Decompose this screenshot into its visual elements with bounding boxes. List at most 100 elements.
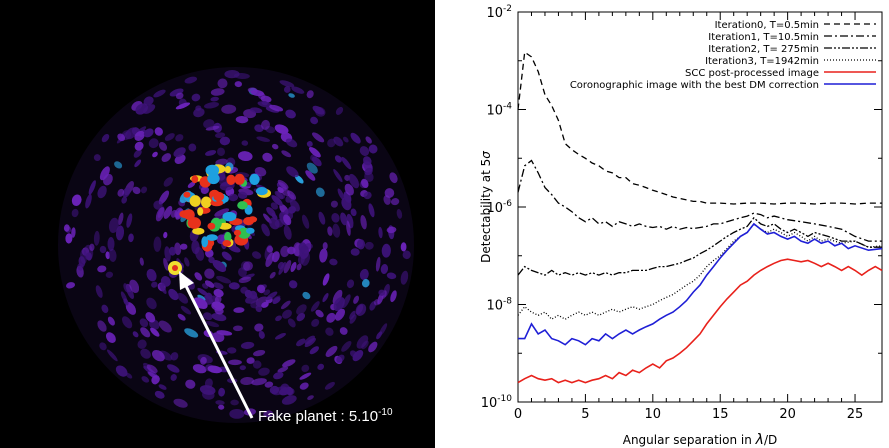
core-speckle	[218, 222, 232, 230]
axis-ticks	[517, 11, 882, 403]
speckle	[173, 398, 188, 408]
speckle	[134, 159, 142, 168]
speckle	[117, 188, 125, 197]
speckle	[164, 133, 175, 141]
speckle-image: Fake planet : 5.10-10	[58, 67, 414, 425]
speckle	[65, 233, 73, 244]
speckle	[208, 256, 215, 264]
y-tick-label: 10-10	[481, 394, 513, 411]
speckle	[375, 256, 381, 272]
speckle	[287, 318, 296, 328]
speckle	[107, 237, 115, 251]
core-speckle	[233, 229, 242, 236]
speckle	[285, 109, 296, 119]
speckle	[145, 312, 156, 323]
speckle	[229, 409, 245, 419]
speckle	[250, 107, 263, 114]
speckle	[200, 186, 210, 195]
speckle	[400, 242, 407, 252]
speckle	[133, 149, 142, 158]
speckle	[312, 132, 325, 143]
x-tick-label: 5	[581, 407, 589, 422]
speckle	[238, 276, 252, 284]
speckle	[340, 212, 348, 226]
speckle	[121, 196, 128, 204]
speckle	[254, 323, 264, 332]
speckle	[123, 298, 129, 306]
speckle	[210, 96, 219, 102]
speckle	[322, 242, 328, 250]
speckle	[280, 300, 291, 310]
y-tick-label: 10-4	[486, 102, 512, 119]
speckle	[277, 187, 284, 193]
series-line	[517, 258, 883, 384]
speckle	[271, 212, 278, 220]
speckle	[99, 245, 107, 254]
speckle	[265, 291, 278, 301]
speckle	[282, 359, 296, 368]
speckle	[204, 280, 215, 288]
speckle	[299, 382, 309, 390]
speckle	[243, 261, 253, 271]
core-speckle	[224, 231, 232, 243]
speckle	[134, 141, 144, 151]
speckle	[368, 203, 375, 218]
speckle	[228, 359, 242, 366]
speckle	[240, 341, 255, 349]
speckle	[368, 341, 378, 353]
speckle	[349, 314, 357, 324]
speckle	[214, 295, 222, 304]
speckle	[311, 318, 320, 327]
speckle	[153, 89, 166, 98]
series-line	[518, 222, 883, 346]
speckle	[283, 214, 292, 226]
core-speckle	[222, 240, 232, 247]
speckle	[140, 327, 151, 338]
speckle	[128, 233, 134, 243]
speckle	[290, 261, 297, 273]
speckle	[359, 268, 369, 281]
core-speckle	[192, 227, 205, 235]
speckle	[319, 248, 328, 263]
speckle	[274, 124, 289, 135]
speckle	[302, 291, 311, 300]
speckle	[228, 282, 240, 290]
speckle	[296, 304, 307, 315]
speckle	[141, 376, 150, 383]
speckle	[89, 243, 95, 251]
speckle	[289, 199, 300, 212]
speckle	[317, 363, 325, 371]
coronagraph-image-panel: Fake planet : 5.10-10	[0, 0, 435, 448]
speckle	[163, 177, 173, 187]
speckle	[356, 335, 369, 349]
speckle	[175, 134, 184, 142]
speckle	[158, 384, 167, 390]
speckle	[275, 332, 286, 340]
series-layer	[517, 51, 883, 384]
core-speckle	[191, 175, 199, 184]
speckle	[152, 350, 165, 362]
core-speckle	[206, 234, 218, 241]
x-tick-labels: 0 5 10 15 20 25	[514, 407, 863, 422]
speckle	[148, 138, 159, 149]
svg-text:Fake planet : 5.10-10: Fake planet : 5.10-10	[258, 407, 393, 425]
speckle	[265, 106, 280, 113]
speckle	[218, 404, 225, 410]
speckle	[211, 332, 225, 343]
speckle	[271, 143, 279, 150]
speckle	[281, 395, 297, 405]
speckle	[71, 227, 76, 238]
speckle	[101, 133, 110, 143]
speckle	[221, 104, 237, 114]
speckle	[380, 264, 389, 274]
speckle	[140, 186, 148, 194]
speckle	[341, 341, 352, 352]
speckle	[99, 342, 107, 351]
speckle	[101, 304, 109, 313]
core-speckle	[210, 199, 224, 207]
speckle	[215, 158, 228, 166]
speckle	[402, 250, 411, 260]
speckle	[253, 349, 266, 357]
speckle	[213, 288, 224, 298]
speckle	[139, 318, 149, 328]
